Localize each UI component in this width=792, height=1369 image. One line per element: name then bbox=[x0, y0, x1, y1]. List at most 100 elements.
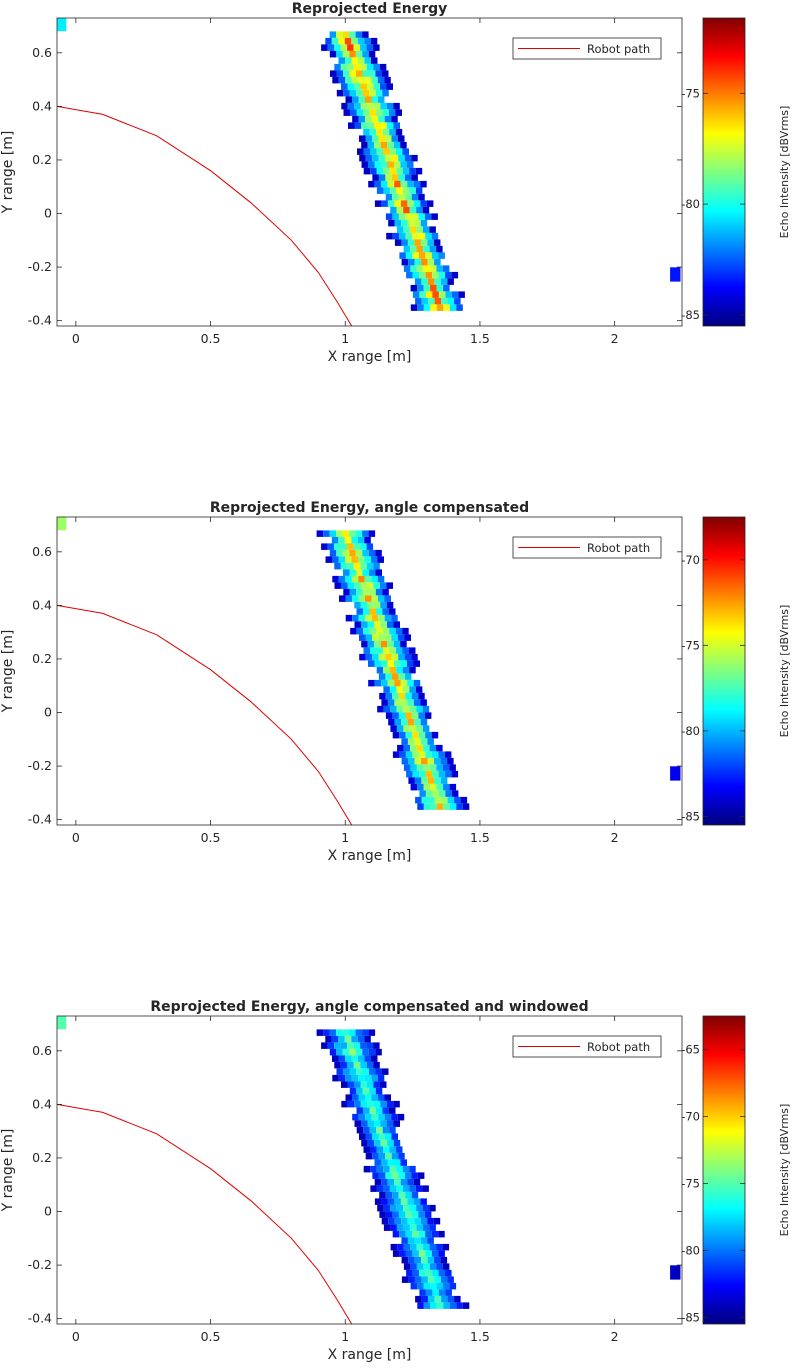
colorbar-bar bbox=[702, 1015, 746, 1325]
heatmap-cell bbox=[368, 180, 375, 188]
heatmap-cell bbox=[342, 1029, 350, 1036]
heatmap-cell bbox=[400, 660, 407, 667]
heatmap-cell bbox=[438, 252, 445, 259]
heatmap-cell bbox=[374, 141, 381, 149]
heatmap-cell bbox=[418, 1250, 426, 1257]
robot-path-line bbox=[57, 604, 353, 825]
heatmap-cell bbox=[361, 621, 368, 628]
heatmap-cell bbox=[375, 588, 383, 596]
heatmap-cell bbox=[331, 536, 339, 544]
heatmap-cell bbox=[415, 686, 423, 693]
heatmap-cell bbox=[414, 278, 422, 285]
x-axis-label: X range [m] bbox=[328, 349, 412, 365]
heatmap-cell bbox=[400, 1178, 408, 1186]
heatmap-cell bbox=[362, 70, 369, 77]
heatmap-cell bbox=[411, 193, 419, 201]
heatmap-cell bbox=[438, 770, 446, 778]
heatmap-cell bbox=[395, 627, 403, 635]
heatmap-cell bbox=[374, 679, 382, 687]
chart-title: Reprojected Energy bbox=[292, 1, 448, 17]
heatmap-cell bbox=[420, 738, 428, 745]
heatmap-cell bbox=[440, 777, 448, 784]
heatmap-cell bbox=[443, 284, 450, 292]
heatmap-cell bbox=[423, 284, 431, 292]
heatmap-cell bbox=[362, 50, 369, 58]
heatmap-cell bbox=[373, 582, 380, 589]
heatmap-cell bbox=[400, 180, 408, 188]
heatmap-cell bbox=[405, 232, 413, 240]
heatmap-cell bbox=[403, 764, 411, 771]
heatmap-cell bbox=[397, 1243, 404, 1251]
heatmap-cell bbox=[365, 653, 373, 661]
heatmap-cell bbox=[402, 666, 410, 674]
heatmap-cell bbox=[447, 278, 454, 285]
heatmap-cell bbox=[390, 206, 397, 214]
heatmap-cell bbox=[375, 1068, 382, 1075]
heatmap-cell bbox=[329, 549, 337, 557]
heatmap-cell bbox=[368, 549, 376, 557]
heatmap-cell bbox=[349, 1048, 356, 1056]
heatmap-cell bbox=[367, 582, 374, 589]
heatmap-cell bbox=[378, 595, 385, 602]
heatmap-cell bbox=[443, 1302, 450, 1309]
heatmap-cell bbox=[347, 1081, 354, 1088]
heatmap-cell bbox=[394, 699, 401, 706]
heatmap-cell bbox=[340, 1042, 348, 1049]
heatmap-cell bbox=[404, 174, 412, 181]
heatmap-cell bbox=[373, 44, 380, 51]
heatmap-cell bbox=[361, 141, 368, 149]
heatmap-cell bbox=[363, 148, 370, 155]
x-tick-label: 0 bbox=[72, 331, 80, 346]
heatmap-cell bbox=[399, 751, 406, 758]
heatmap-cell bbox=[376, 128, 383, 136]
heatmap-cell bbox=[391, 653, 399, 661]
heatmap-cell bbox=[371, 1055, 378, 1062]
heatmap-cell bbox=[347, 582, 354, 589]
heatmap-cell bbox=[373, 1081, 380, 1088]
heatmap-cell bbox=[345, 575, 352, 583]
heatmap-cell bbox=[365, 135, 372, 142]
heatmap-cell bbox=[399, 232, 406, 240]
heatmap-cell bbox=[436, 783, 444, 791]
heatmap-cell bbox=[380, 83, 387, 90]
heatmap-cell bbox=[344, 1035, 352, 1043]
heatmap-cell bbox=[353, 44, 361, 51]
heatmap-cell bbox=[354, 83, 361, 90]
heatmap-cell bbox=[434, 796, 442, 804]
heatmap-cell bbox=[392, 712, 399, 719]
heatmap-cell bbox=[405, 252, 413, 259]
heatmap-cell bbox=[408, 757, 415, 765]
heatmap-cell bbox=[409, 1165, 416, 1173]
heatmap-cell bbox=[428, 1295, 435, 1303]
heatmap-cell bbox=[380, 102, 387, 110]
heatmap-cell bbox=[416, 1224, 423, 1231]
heatmap-cell bbox=[386, 582, 393, 589]
heatmap-cell bbox=[447, 1295, 455, 1303]
heatmap-cell bbox=[411, 174, 418, 181]
heatmap-cell bbox=[356, 627, 364, 635]
heatmap-cell bbox=[395, 128, 403, 136]
heatmap-cell bbox=[364, 1035, 371, 1043]
axes-box bbox=[56, 516, 683, 826]
heatmap-cell bbox=[325, 1035, 332, 1043]
heatmap-cell bbox=[431, 731, 439, 739]
heatmap-cell bbox=[372, 174, 379, 181]
x-tick-label: 1.5 bbox=[470, 331, 490, 346]
heatmap-cell bbox=[402, 148, 409, 155]
heatmap-cell bbox=[445, 1269, 452, 1277]
heatmap-cell bbox=[423, 304, 431, 311]
heatmap-cell bbox=[434, 278, 441, 285]
heatmap-cell bbox=[351, 37, 358, 45]
heatmap-cell bbox=[403, 1204, 410, 1212]
heatmap-cell bbox=[329, 50, 337, 58]
heatmap-cell bbox=[347, 1042, 354, 1049]
heatmap-cell bbox=[423, 245, 430, 253]
heatmap-cell bbox=[400, 1159, 407, 1166]
heatmap-cell bbox=[417, 1172, 425, 1179]
heatmap-cell bbox=[367, 83, 374, 90]
heatmap-cell bbox=[371, 575, 378, 583]
heatmap-cell bbox=[367, 1139, 375, 1147]
heatmap-cell bbox=[416, 744, 424, 752]
heatmap-cell bbox=[338, 1035, 345, 1043]
heatmap-cell bbox=[380, 601, 387, 609]
